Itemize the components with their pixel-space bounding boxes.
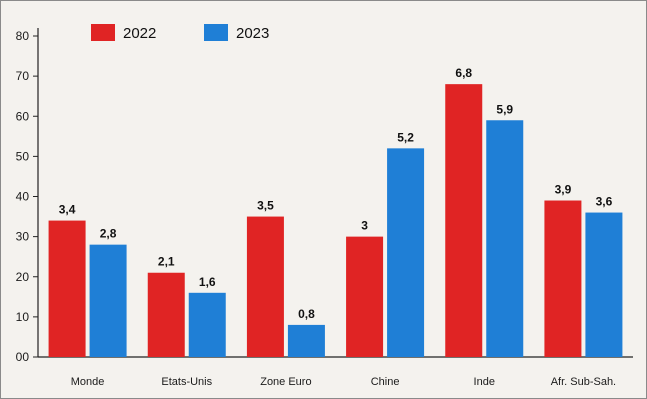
x-category-label: Monde <box>71 376 105 388</box>
bar-2022 <box>346 236 384 357</box>
data-label: 3,9 <box>555 183 572 197</box>
data-label: 2,1 <box>158 255 175 269</box>
data-label: 3,4 <box>59 203 76 217</box>
x-category-label: Zone Euro <box>260 376 311 388</box>
bar-2023 <box>585 212 623 357</box>
bar-2022 <box>544 200 582 357</box>
bar-2022 <box>48 220 86 357</box>
bar-2022 <box>445 84 483 358</box>
y-tick-label: 30 <box>16 230 30 244</box>
bar-2023 <box>486 120 524 357</box>
data-label: 3,6 <box>596 195 613 209</box>
x-category-label: Etats-Unis <box>161 376 212 388</box>
x-axis-labels: Monde Etats-Unis Zone Euro Chine Inde Afr. Su… <box>71 376 616 388</box>
y-tick-label: 20 <box>16 270 30 284</box>
y-axis-ticks: 00 10 20 30 40 50 60 70 80 <box>16 29 38 364</box>
x-category-label: Inde <box>474 376 495 388</box>
data-label: 3,5 <box>257 199 274 213</box>
legend-label: 2022 <box>123 25 156 42</box>
bar-2023 <box>287 324 325 357</box>
legend-swatch-2023 <box>204 24 228 41</box>
y-tick-label: 10 <box>16 310 30 324</box>
data-label: 5,9 <box>496 102 513 116</box>
data-label: 1,6 <box>199 275 216 289</box>
legend: 2022 2023 <box>91 24 269 42</box>
y-tick-label: 00 <box>16 350 30 364</box>
data-label: 6,8 <box>455 66 472 80</box>
data-label: 2,8 <box>100 227 117 241</box>
data-label: 0,8 <box>298 307 315 321</box>
bar-2023 <box>387 148 425 357</box>
legend-swatch-2022 <box>91 24 115 41</box>
bar-2022 <box>147 272 185 357</box>
bar-2022 <box>246 216 284 357</box>
x-category-label: Afr. Sub-Sah. <box>551 376 616 388</box>
data-label: 5,2 <box>397 130 414 144</box>
data-labels: 3,4 2,8 2,1 1,6 3,5 0,8 3 5,2 6,8 5,9 3,9 3,6 <box>59 66 613 321</box>
legend-label: 2023 <box>236 25 269 42</box>
data-label: 3 <box>361 219 368 233</box>
bar-2023 <box>89 244 127 357</box>
y-tick-label: 40 <box>16 190 30 204</box>
y-tick-label: 60 <box>16 109 30 123</box>
y-tick-label: 50 <box>16 149 30 163</box>
bars <box>48 84 623 358</box>
x-category-label: Chine <box>371 376 400 388</box>
y-tick-label: 70 <box>16 69 30 83</box>
bar-2023 <box>188 292 226 357</box>
y-tick-label: 80 <box>16 29 30 43</box>
axes <box>37 28 633 358</box>
